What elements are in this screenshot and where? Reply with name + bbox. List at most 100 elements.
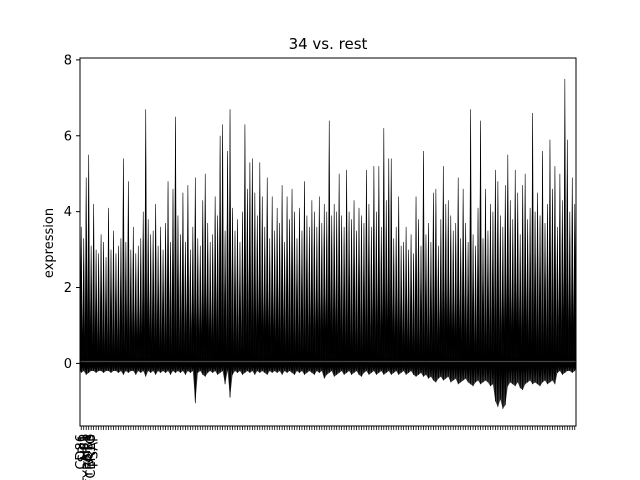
x-tick-label: PSAP <box>87 434 102 467</box>
violin-164 <box>486 230 490 383</box>
violin-44 <box>188 249 192 373</box>
violin-52 <box>208 241 212 372</box>
violin-10 <box>104 257 108 372</box>
violin-151 <box>454 223 458 379</box>
violin-43 <box>186 185 190 372</box>
violin-51 <box>206 223 210 373</box>
violin-20 <box>129 249 133 372</box>
violin-129 <box>399 245 403 373</box>
violin-58 <box>223 230 227 385</box>
violin-42 <box>183 241 187 375</box>
violin-84 <box>288 219 292 372</box>
violin-107 <box>345 169 349 373</box>
violin-125 <box>389 158 393 375</box>
violin-66 <box>243 124 247 373</box>
violin-100 <box>327 120 331 373</box>
violin-61 <box>230 207 235 375</box>
violin-48 <box>198 245 202 372</box>
violin-60 <box>228 109 232 398</box>
violin-96 <box>317 196 321 373</box>
violin-163 <box>483 188 488 381</box>
violin-73 <box>260 196 264 372</box>
violin-15 <box>116 245 120 373</box>
violin-158 <box>471 234 475 387</box>
x-tick-label: SPI1 <box>77 434 92 462</box>
violin-34 <box>164 223 168 373</box>
violin-135 <box>414 196 418 377</box>
violin-169 <box>498 215 502 400</box>
violin-29 <box>151 230 155 372</box>
violin-182 <box>531 113 535 385</box>
violin-120 <box>377 166 381 373</box>
violin-161 <box>478 120 483 385</box>
violin-184 <box>536 192 540 385</box>
violin-70 <box>253 192 257 375</box>
violin-165 <box>488 204 492 387</box>
violin-152 <box>456 177 460 385</box>
violin-98 <box>322 204 326 379</box>
violin-127 <box>394 226 398 372</box>
violin-199 <box>573 204 577 372</box>
violin-81 <box>280 185 284 375</box>
violin-141 <box>429 241 433 377</box>
violin-114 <box>362 223 366 373</box>
violin-195 <box>563 78 567 373</box>
violin-122 <box>382 128 386 375</box>
violin-80 <box>278 223 282 372</box>
violin-75 <box>265 177 269 375</box>
violin-63 <box>235 219 240 373</box>
violin-36 <box>168 241 173 375</box>
violin-174 <box>511 219 515 385</box>
violin-109 <box>350 219 354 375</box>
violin-37 <box>171 188 175 372</box>
violin-121 <box>379 226 383 372</box>
violin-177 <box>518 234 522 389</box>
violin-117 <box>369 226 373 373</box>
violin-102 <box>332 204 336 377</box>
violin-144 <box>436 245 440 379</box>
violin-181 <box>528 207 532 381</box>
violin-47 <box>196 238 200 373</box>
violin-115 <box>364 169 368 372</box>
x-tick-label: CD86 <box>74 434 89 470</box>
y-tick-label: 8 <box>64 53 72 68</box>
violin-97 <box>320 223 324 372</box>
violin-19 <box>126 181 130 373</box>
violin-95 <box>315 226 319 372</box>
violin-33 <box>161 249 165 372</box>
x-tick-label: FCER1G <box>84 434 99 480</box>
violin-159 <box>474 245 478 383</box>
violin-86 <box>292 211 297 375</box>
violin-183 <box>533 211 537 383</box>
violin-133 <box>409 234 413 372</box>
violin-170 <box>501 226 505 409</box>
violin-190 <box>550 188 554 381</box>
violin-119 <box>374 211 378 375</box>
violin-68 <box>248 162 252 373</box>
violin-55 <box>216 215 220 375</box>
violin-101 <box>330 215 334 372</box>
violin-137 <box>419 245 423 373</box>
violin-130 <box>402 241 406 372</box>
violin-178 <box>521 185 525 390</box>
violin-57 <box>221 124 225 372</box>
violin-172 <box>506 154 510 387</box>
violin-149 <box>449 215 453 383</box>
violin-99 <box>325 211 329 375</box>
violin-111 <box>354 230 359 372</box>
violin-191 <box>553 166 557 385</box>
violin-78 <box>273 230 277 372</box>
violin-124 <box>387 158 391 372</box>
y-tick-label: 6 <box>64 129 72 144</box>
violin-40 <box>178 234 182 373</box>
violin-188 <box>545 204 550 385</box>
violin-82 <box>283 241 287 372</box>
violin-26 <box>144 109 148 377</box>
violin-132 <box>407 249 411 373</box>
violin-112 <box>357 207 361 375</box>
violin-166 <box>491 211 495 385</box>
violin-4 <box>89 245 93 372</box>
violin-138 <box>421 150 426 377</box>
